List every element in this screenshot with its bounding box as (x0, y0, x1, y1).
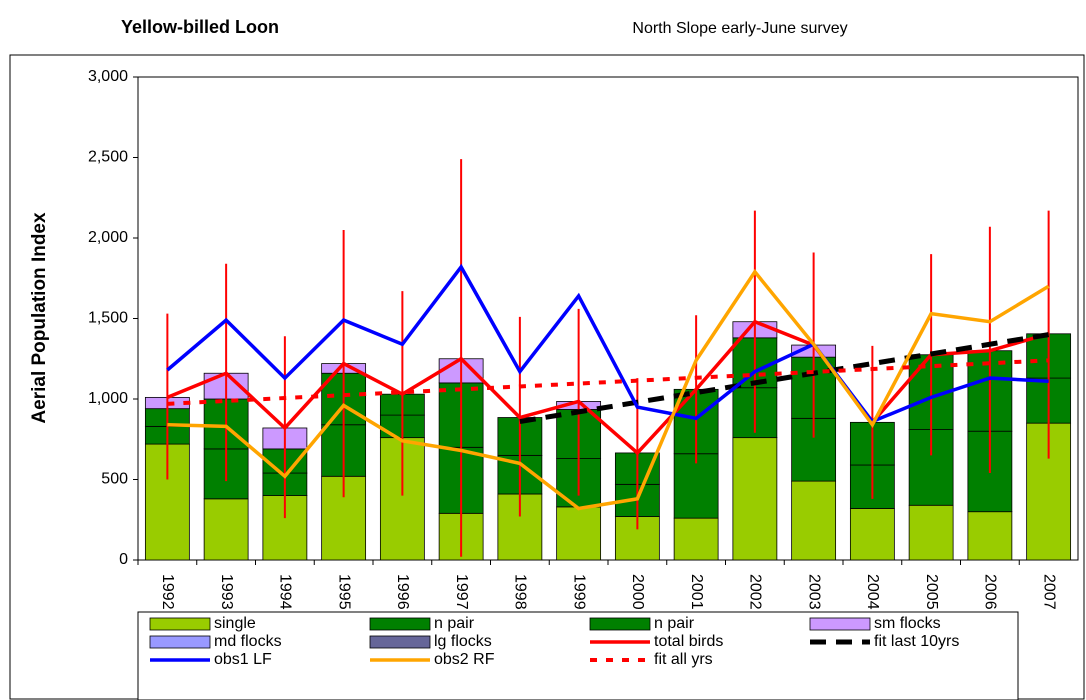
bar-segment (791, 480, 837, 561)
legend-label: obs2 RF (434, 651, 495, 668)
bar-segment (556, 506, 602, 561)
legend-label: fit all yrs (654, 651, 713, 668)
y-axis-label: Aerial Population Index (29, 212, 50, 424)
chart-subtitle: North Slope early-June survey (632, 20, 847, 37)
line-series (166, 263, 1049, 424)
x-tick-label: 1997 (453, 574, 470, 610)
x-tick-label: 1999 (570, 574, 587, 610)
y-tick-label: 0 (119, 551, 128, 568)
legend-label: fit last 10yrs (874, 633, 959, 650)
legend-swatch (149, 617, 211, 631)
line-series (167, 358, 1049, 406)
x-tick-label: 2001 (688, 574, 705, 610)
y-tick-label: 500 (101, 471, 128, 488)
bar-segment (849, 508, 895, 561)
legend-swatch (369, 635, 431, 649)
bar-segment (908, 504, 954, 561)
legend-label: single (214, 615, 256, 632)
x-tick-label: 1998 (512, 574, 529, 610)
legend-label: total birds (654, 633, 723, 650)
x-tick-label: 2005 (923, 574, 940, 610)
y-tick-label: 2,500 (88, 149, 128, 166)
legend-label: n pair (654, 615, 695, 632)
legend (137, 611, 1019, 700)
legend-swatch (589, 617, 651, 631)
legend-label: lg flocks (434, 633, 492, 650)
x-tick-label: 2006 (982, 574, 999, 610)
bar-segment (967, 511, 1013, 561)
bar-segment (673, 453, 719, 519)
y-tick-label: 2,000 (88, 229, 128, 246)
legend-label: md flocks (214, 633, 282, 650)
x-tick-label: 1993 (218, 574, 235, 610)
legend-swatch (369, 617, 431, 631)
x-tick-label: 2002 (747, 574, 764, 610)
bar-segment (203, 498, 249, 561)
x-tick-label: 1995 (335, 574, 352, 610)
chart-title: Yellow-billed Loon (121, 17, 279, 37)
legend-label: n pair (434, 615, 475, 632)
legend-label: obs1 LF (214, 651, 272, 668)
line-series (167, 268, 1050, 511)
x-tick-label: 1994 (277, 574, 294, 610)
bar-segment (732, 437, 778, 561)
x-tick-label: 2000 (629, 574, 646, 610)
y-tick-label: 1,500 (88, 310, 128, 327)
line-series (519, 332, 1050, 425)
bar-segment (673, 517, 719, 561)
y-tick-label: 1,000 (88, 390, 128, 407)
y-tick-label: 3,000 (88, 68, 128, 85)
legend-swatch (149, 635, 211, 649)
x-tick-label: 2003 (805, 574, 822, 610)
x-tick-label: 2007 (1040, 574, 1057, 610)
x-tick-label: 1992 (159, 574, 176, 610)
x-tick-label: 1996 (394, 574, 411, 610)
x-tick-label: 2004 (864, 574, 881, 610)
legend-label: sm flocks (874, 615, 941, 632)
legend-swatch (809, 617, 871, 631)
